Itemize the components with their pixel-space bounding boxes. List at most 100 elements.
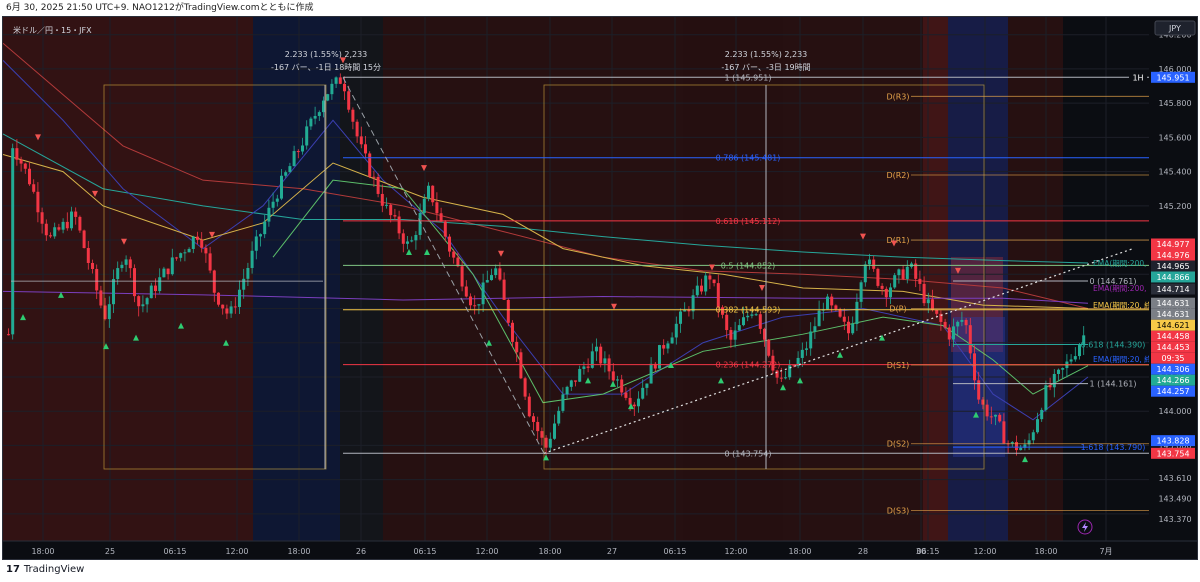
price-tag-bg-8 xyxy=(1151,319,1195,331)
candle-body xyxy=(624,392,628,398)
candle-body xyxy=(53,227,57,237)
swing-low-marker xyxy=(610,380,616,387)
candle-body xyxy=(406,241,409,244)
candle-body xyxy=(574,380,577,382)
session-band-5 xyxy=(539,17,683,541)
candle-body xyxy=(653,363,657,369)
candle-body xyxy=(1040,409,1044,420)
candle-body xyxy=(943,321,947,328)
candle-body xyxy=(758,314,762,329)
candle-body xyxy=(754,314,758,316)
candle-body xyxy=(418,212,422,235)
time-label-16: 12:00 xyxy=(973,547,996,556)
candle-body xyxy=(292,151,296,167)
candle-body xyxy=(557,410,561,424)
ema-label-3: EMA(期間:20, 終値) xyxy=(1093,354,1162,364)
candle-body xyxy=(145,298,149,305)
tradingview-logo[interactable]: 17 TradingView xyxy=(6,564,84,575)
price-tag-bg-4 xyxy=(1151,271,1195,283)
pivot-label-6: D(S3) xyxy=(887,506,910,515)
swing-low-marker xyxy=(133,334,139,341)
candle-body xyxy=(813,326,817,332)
chart-canvas[interactable]: 2.233 (1.55%) 2,233 -167 バー、-1日 18時間 15分 2… xyxy=(3,17,1198,560)
candle-body xyxy=(275,198,279,202)
candle-body xyxy=(968,325,972,354)
price-tick-9: 144.000 xyxy=(1158,407,1191,416)
price-tag-15: 143.828 xyxy=(1156,437,1189,446)
down-move-line xyxy=(342,77,545,454)
tv-logo-icon: 17 xyxy=(6,564,20,575)
candle-body xyxy=(746,315,750,318)
fib-label-6: 0 (143.754) xyxy=(725,449,772,458)
candle-body xyxy=(553,423,556,439)
candle-body xyxy=(578,368,582,382)
measure-box-1-line1: 2.233 (1.55%) 2,233 xyxy=(285,50,368,59)
chart-caption: 6月 30, 2025 21:50 UTC+9. NAO1212がTrading… xyxy=(0,0,1200,16)
candle-body xyxy=(851,323,855,334)
candle-body xyxy=(78,216,82,231)
chart-pane[interactable]: 2.233 (1.55%) 2,233 -167 バー、-1日 18時間 15分 2… xyxy=(2,16,1198,560)
price-tick-1: 146.000 xyxy=(1158,65,1191,74)
swing-low-marker xyxy=(103,343,109,350)
candle-body xyxy=(544,437,548,448)
time-label-8: 18:00 xyxy=(538,547,561,556)
ema-200-purple xyxy=(3,290,1089,304)
time-label-13: 28 xyxy=(858,547,868,556)
price-tag-7: 144.631 xyxy=(1156,310,1189,319)
price-tag-bg-9 xyxy=(1151,330,1195,342)
candle-body xyxy=(141,304,145,307)
candle-body xyxy=(233,306,237,308)
fib-label-0: 1 (145.951) xyxy=(725,73,772,82)
time-label-6: 06:15 xyxy=(413,547,436,556)
swing-low-marker xyxy=(406,249,412,256)
candle-body xyxy=(1078,345,1081,357)
price-tag-bg-5 xyxy=(1151,283,1195,295)
candle-body xyxy=(632,404,636,407)
candle-body xyxy=(1002,421,1006,444)
candle-body xyxy=(737,325,741,331)
swing-high-marker xyxy=(955,267,961,274)
candle-body xyxy=(792,365,796,367)
time-label-3: 12:00 xyxy=(225,547,248,556)
candle-body xyxy=(863,264,867,283)
candle-body xyxy=(565,386,569,395)
candle-body xyxy=(221,304,225,309)
candle-body xyxy=(935,309,939,314)
swing-high-marker xyxy=(611,303,617,310)
candle-body xyxy=(380,193,384,206)
price-tag-bg-12 xyxy=(1151,363,1195,375)
candle-body xyxy=(620,379,624,393)
price-tag-6: 144.631 xyxy=(1156,299,1189,308)
candle-body xyxy=(981,399,985,405)
price-tick-11: 143.610 xyxy=(1158,474,1191,483)
candle-body xyxy=(838,309,842,317)
candle-body xyxy=(431,185,435,203)
drawing-tools: 2.233 (1.55%) 2,233 -167 バー、-1日 18時間 15分 2… xyxy=(11,25,1167,535)
candle-body xyxy=(7,334,10,336)
price-tag-9: 144.458 xyxy=(1156,332,1189,341)
time-axis-bg xyxy=(3,541,1197,559)
price-tag-bg-16 xyxy=(1151,447,1195,459)
price-tag-2: 144.976 xyxy=(1156,251,1189,260)
candle-body xyxy=(23,163,27,169)
candle-body xyxy=(914,263,918,279)
price-tag-bg-7 xyxy=(1151,308,1195,320)
swing-high-marker xyxy=(709,264,715,271)
candle-body xyxy=(599,346,603,364)
candle-body xyxy=(918,278,922,284)
candle-body xyxy=(238,289,241,308)
candle-body xyxy=(120,264,124,269)
measure-box-2-line2: -167 バー、-3日 19時間 xyxy=(721,63,810,72)
candle-body xyxy=(1057,369,1060,374)
pivot-label-2: D(R1) xyxy=(886,236,909,245)
price-tag-bg-14 xyxy=(1151,385,1195,397)
candle-body xyxy=(187,248,191,253)
candle-body xyxy=(834,305,838,310)
price-tag-3: 144.965 xyxy=(1156,262,1189,271)
swing-low-marker xyxy=(424,249,430,256)
candle-body xyxy=(1010,442,1014,444)
fib-label-1: 0.786 (145.481) xyxy=(716,154,781,163)
candle-body xyxy=(179,253,183,258)
candle-body xyxy=(523,378,527,397)
swing-low-marker xyxy=(543,454,549,461)
